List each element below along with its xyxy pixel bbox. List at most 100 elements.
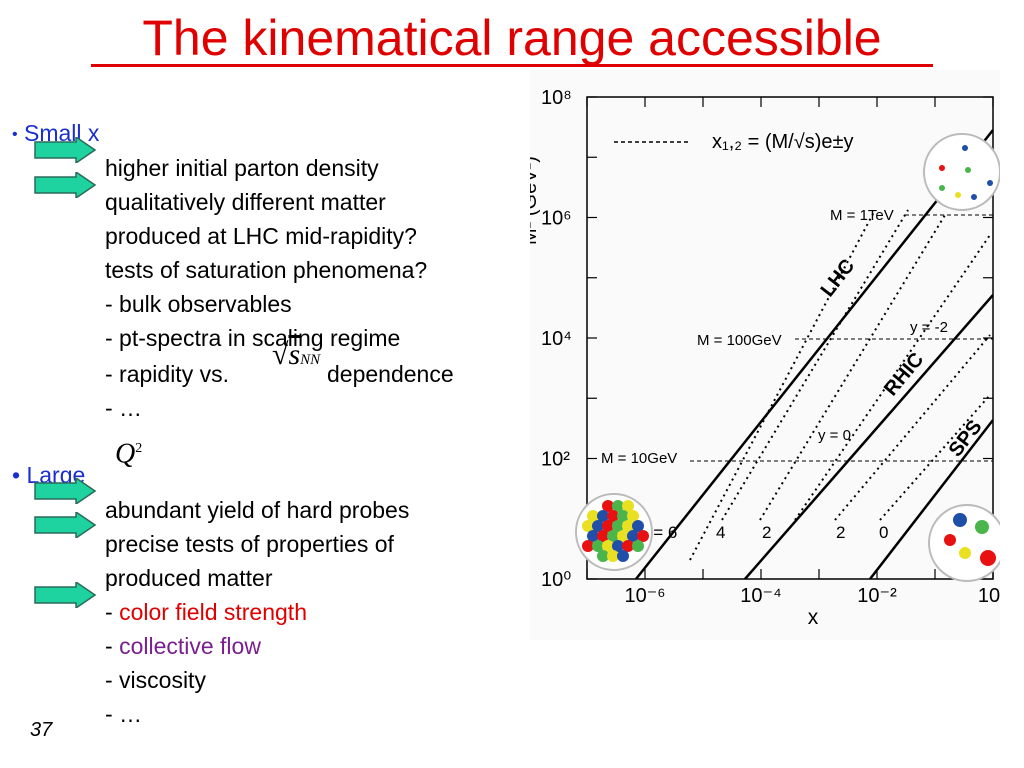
rapidity-label: y = -2 <box>910 319 948 336</box>
bullet-small-x: • Small x <box>12 121 99 147</box>
parton-dot <box>612 500 624 512</box>
y-tick-label: 10⁴ <box>541 328 572 350</box>
line-collective-flow: - collective flow <box>105 634 261 658</box>
parton-dot <box>607 510 619 522</box>
line-b-1: precise tests of properties of <box>105 531 394 557</box>
parton-dot <box>622 540 634 552</box>
arrow-icon <box>34 512 96 538</box>
parton-dot <box>602 540 614 552</box>
proton-circle-icon <box>923 133 1000 211</box>
color-field-label: color field strength <box>119 599 307 625</box>
line-a-3: tests of saturation phenomena? <box>105 257 428 283</box>
mass-label-10gev: M = 10GeV <box>601 450 677 467</box>
x-tick-label: 10⁻² <box>857 585 897 607</box>
rapidity-prefix: - rapidity vs. <box>105 361 229 387</box>
rapidity-suffix: dependence <box>327 361 454 387</box>
slide-number: 37 <box>30 719 53 741</box>
line-color-field: - color field strength <box>105 600 307 624</box>
parton-dot <box>582 520 594 532</box>
collective-flow-label: collective flow <box>119 633 261 659</box>
sqrt-symbol: √ <box>272 338 289 371</box>
parton-dot <box>597 510 609 522</box>
x-axis-label: x <box>808 606 819 629</box>
mass-label-1tev: M = 1TeV <box>830 207 894 224</box>
arrow-icon <box>34 172 96 198</box>
sqrt-var: s <box>288 338 301 371</box>
parton-dot <box>587 530 599 542</box>
sqrt-snn: √sNN <box>272 338 320 377</box>
parton-dot <box>602 520 614 532</box>
dash-2: - <box>105 633 113 659</box>
line-b-0: abundant yield of hard probes <box>105 497 410 523</box>
sqrt-sub: NN <box>300 352 321 368</box>
parton-dot <box>627 530 639 542</box>
q-var: Q <box>115 438 136 470</box>
parton-dot <box>632 540 644 552</box>
parton-dot <box>612 520 624 532</box>
parton-dot <box>592 540 604 552</box>
rapidity-label: 2 <box>762 523 771 542</box>
rapidity-label: 2 <box>836 523 845 542</box>
q-exp: 2 <box>135 441 143 456</box>
rapidity-label: 4 <box>716 523 725 542</box>
rhic-line <box>744 294 993 579</box>
parton-dot <box>637 530 649 542</box>
parton-dot <box>617 530 629 542</box>
lhc-line <box>635 129 993 579</box>
line-a-1: qualitatively different matter <box>105 189 386 215</box>
parton-dot <box>622 500 634 512</box>
parton-dot <box>582 540 594 552</box>
line-a-2: produced at LHC mid-rapidity? <box>105 223 417 249</box>
line-b-2: produced matter <box>105 565 273 591</box>
parton-dot <box>607 530 619 542</box>
y-tick-labels: 10⁰ 10² 10⁴ 10⁶ 10⁸ <box>541 87 572 591</box>
parton-dot <box>617 510 629 522</box>
ellipsis-b: - … <box>105 701 143 727</box>
slide-title: The kinematical range accessible <box>142 10 882 66</box>
rapidity-label: 0 <box>879 523 888 542</box>
y-axis-label: M² (GeV²) <box>530 156 541 245</box>
rapidity-line <box>834 334 991 521</box>
parton-dot <box>602 500 614 512</box>
sps-line <box>869 419 993 579</box>
dense-nucleus-icon <box>575 493 653 571</box>
rapidity-line <box>879 394 991 521</box>
parton-dot <box>612 540 624 552</box>
x-tick-label: 10⁻⁴ <box>740 585 781 607</box>
parton-dot <box>622 520 634 532</box>
line-viscosity: - viscosity <box>105 667 206 693</box>
line-a-5: - pt-spectra in scaling regime <box>105 325 401 351</box>
rapidity-line <box>721 209 909 521</box>
parton-dot <box>617 550 629 562</box>
dash: - <box>105 599 113 625</box>
sparse-nucleus-icon <box>928 504 1000 582</box>
bullet-dot-2: • <box>12 462 21 488</box>
rapidity-label: y = 0 <box>818 427 851 444</box>
arrow-icon <box>34 137 96 163</box>
parton-dot <box>592 520 604 532</box>
bullet-dot: • <box>12 126 18 143</box>
line-a-4: - bulk observables <box>105 291 292 317</box>
parton-dot <box>632 520 644 532</box>
parton-dot <box>597 550 609 562</box>
legend-formula: x₁,₂ = (M/√s)e±y <box>712 131 853 153</box>
y-tick-label: 10² <box>541 449 570 471</box>
q-squared: Q2 <box>115 433 142 470</box>
y-tick-label: 10⁸ <box>541 87 572 109</box>
parton-dot <box>627 510 639 522</box>
arrow-icon <box>34 582 96 608</box>
arrow-icon <box>34 478 96 504</box>
parton-dot <box>587 510 599 522</box>
x-tick-label: 10⁻⁶ <box>624 585 665 607</box>
mass-label-100gev: M = 100GeV <box>697 332 782 349</box>
parton-dot <box>607 550 619 562</box>
y-tick-label: 10⁰ <box>541 569 571 591</box>
x-tick-labels: 10⁻⁶ 10⁻⁴ 10⁻² 10⁰ <box>624 585 1000 607</box>
y-tick-label: 10⁶ <box>541 208 571 230</box>
small-x-label: Small x <box>24 120 100 146</box>
line-a-0: higher initial parton density <box>105 155 379 181</box>
ellipsis-a: - … <box>105 395 143 421</box>
x-tick-label: 10⁰ <box>978 585 1000 607</box>
kinematic-plot: 10⁰ 10² 10⁴ 10⁶ 10⁸ 10⁻⁶ 10⁻⁴ 10⁻² 10⁰ x M² (Ge… <box>530 70 1000 640</box>
title-underline <box>91 64 933 67</box>
